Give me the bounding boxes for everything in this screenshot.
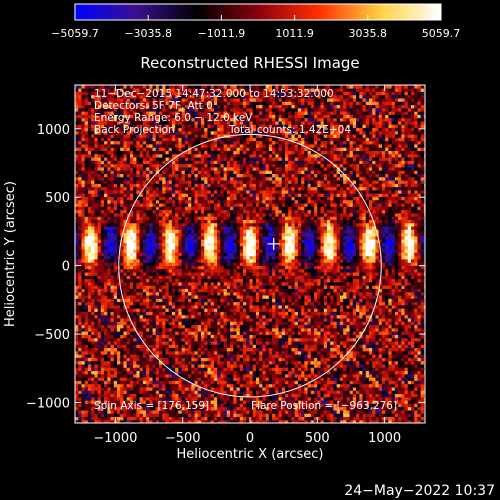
- y-tick-label: 500: [45, 191, 70, 206]
- colorbar-tick-labels: −5059.7 −3035.8 −1011.9 1011.9 3035.8 5059.7: [51, 27, 460, 40]
- annotation-energy-range: Energy Range: 6.0 − 12.0 keV: [94, 112, 253, 124]
- y-tick-label: 0: [62, 260, 70, 275]
- annotation-total-counts: Total counts: 1.42E+04: [228, 124, 351, 136]
- y-tick-labels: −1000 −500 0 500 1000: [26, 123, 70, 412]
- x-tick-label: −500: [165, 431, 201, 446]
- x-tick-label: 1000: [368, 431, 401, 446]
- colorbar: [74, 3, 442, 21]
- x-tick-labels: −1000 −500 0 500 1000: [93, 431, 401, 446]
- annotation-detectors: Detectors: 5F 7F, Att 0: [94, 100, 213, 112]
- solar-limb-circle: [118, 133, 382, 398]
- y-tick-label: −500: [34, 328, 70, 343]
- colorbar-ticks: [74, 15, 442, 20]
- colorbar-tick-label: 5059.7: [422, 27, 461, 40]
- colorbar-tick-label: −3035.8: [124, 27, 172, 40]
- chart-title: Reconstructed RHESSI Image: [140, 54, 359, 72]
- flare-position-label: Flare Position = [−963,276]: [251, 400, 397, 412]
- x-tick-label: 500: [305, 431, 330, 446]
- annotation-time-range: 11−Dec−2015 14:47:32.000 to 14:53:32.000: [94, 88, 334, 100]
- axis-ticks: [75, 85, 425, 423]
- heatmap-image: [75, 85, 425, 423]
- annotation-method: Back Projection: [94, 124, 175, 136]
- y-tick-label: −1000: [26, 396, 70, 411]
- x-tick-label: −1000: [93, 431, 137, 446]
- x-tick-label: 0: [246, 431, 254, 446]
- footer-timestamp: 24−May−2022 10:37: [344, 483, 495, 499]
- x-axis-label: Heliocentric X (arcsec): [177, 447, 324, 462]
- colorbar-tick-label: 3035.8: [349, 27, 388, 40]
- spin-axis-label: Spin Axis = [176,159]: [94, 400, 209, 412]
- y-axis-label: Heliocentric Y (arcsec): [3, 181, 18, 327]
- spin-axis-marker: [267, 237, 280, 250]
- y-tick-label: 1000: [37, 123, 70, 138]
- colorbar-tick-label: −5059.7: [51, 27, 99, 40]
- colorbar-tick-label: −1011.9: [198, 27, 246, 40]
- colorbar-tick-label: 1011.9: [275, 27, 314, 40]
